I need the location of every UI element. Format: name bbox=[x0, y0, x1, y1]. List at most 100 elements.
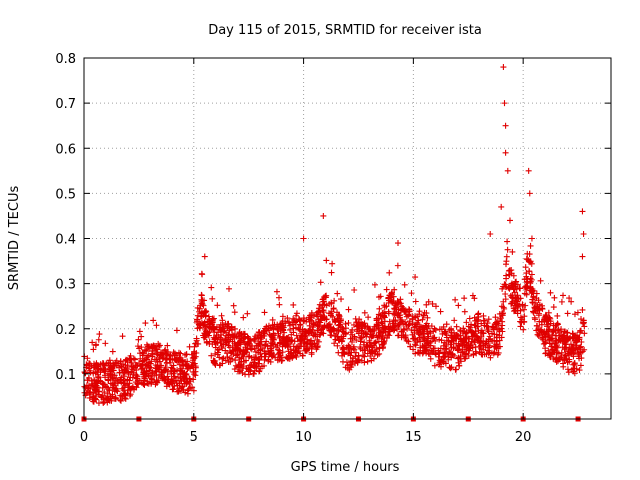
data-point bbox=[345, 306, 352, 313]
data-point bbox=[186, 343, 193, 350]
data-point bbox=[206, 324, 213, 331]
data-point bbox=[353, 337, 360, 344]
data-point bbox=[212, 344, 219, 351]
peak-point bbox=[502, 122, 509, 129]
data-point bbox=[288, 331, 295, 338]
data-point bbox=[530, 287, 537, 294]
data-point bbox=[232, 346, 239, 353]
data-point bbox=[465, 335, 472, 342]
data-point bbox=[120, 373, 127, 380]
data-point bbox=[581, 323, 588, 330]
data-point bbox=[415, 317, 422, 324]
data-point bbox=[426, 351, 433, 358]
data-point bbox=[436, 326, 443, 333]
data-point bbox=[353, 357, 360, 364]
data-point bbox=[392, 320, 399, 327]
data-point bbox=[540, 329, 547, 336]
data-point bbox=[369, 333, 376, 340]
peak-point bbox=[528, 235, 535, 242]
data-point bbox=[361, 353, 368, 360]
data-point bbox=[550, 304, 557, 311]
data-point bbox=[198, 300, 205, 307]
data-point bbox=[314, 313, 321, 320]
data-point bbox=[203, 338, 210, 345]
data-point bbox=[350, 354, 357, 361]
data-point bbox=[297, 322, 304, 329]
data-point bbox=[571, 311, 578, 318]
y-axis-label: SRMTID / TECUs bbox=[7, 186, 22, 291]
data-point bbox=[87, 369, 94, 376]
data-point bbox=[228, 349, 235, 356]
data-point bbox=[101, 362, 108, 369]
data-point bbox=[410, 346, 417, 353]
data-point bbox=[517, 295, 524, 302]
data-point bbox=[100, 367, 107, 374]
data-point bbox=[512, 294, 519, 301]
data-point bbox=[148, 358, 155, 365]
data-point bbox=[576, 336, 583, 343]
data-point bbox=[468, 338, 475, 345]
data-point bbox=[475, 316, 482, 323]
data-point bbox=[274, 325, 281, 332]
data-point bbox=[569, 347, 576, 354]
data-point bbox=[148, 378, 155, 385]
data-point bbox=[486, 349, 493, 356]
data-point bbox=[416, 311, 423, 318]
data-point bbox=[261, 330, 268, 337]
y-tick-label: 0.6 bbox=[55, 142, 76, 157]
data-point bbox=[548, 343, 555, 350]
data-point bbox=[546, 340, 553, 347]
data-point bbox=[134, 373, 141, 380]
data-point bbox=[295, 316, 302, 323]
data-point bbox=[519, 301, 526, 308]
data-point bbox=[559, 337, 566, 344]
data-point bbox=[353, 319, 360, 326]
data-point bbox=[397, 316, 404, 323]
data-point bbox=[302, 332, 309, 339]
data-point bbox=[104, 390, 111, 397]
data-point bbox=[205, 313, 212, 320]
y-tick-label: 0.4 bbox=[55, 233, 76, 248]
data-point bbox=[424, 314, 431, 321]
data-point bbox=[261, 350, 268, 357]
data-point bbox=[244, 310, 251, 317]
data-point bbox=[197, 320, 204, 327]
data-point bbox=[527, 278, 534, 285]
data-point bbox=[330, 305, 337, 312]
data-point bbox=[581, 330, 588, 337]
data-point bbox=[209, 315, 216, 322]
data-point bbox=[527, 258, 534, 265]
data-point bbox=[269, 353, 276, 360]
data-point bbox=[469, 329, 476, 336]
data-point bbox=[505, 271, 512, 278]
data-point bbox=[372, 339, 379, 346]
data-point bbox=[469, 292, 476, 299]
data-point bbox=[261, 362, 268, 369]
data-point bbox=[531, 299, 538, 306]
data-point bbox=[487, 336, 494, 343]
data-point bbox=[102, 340, 109, 347]
data-point bbox=[198, 292, 205, 299]
data-point bbox=[279, 349, 286, 356]
data-point bbox=[174, 366, 181, 373]
data-point bbox=[527, 242, 534, 249]
data-point bbox=[447, 349, 454, 356]
data-point bbox=[380, 309, 387, 316]
data-point bbox=[110, 384, 117, 391]
data-point bbox=[195, 321, 202, 328]
data-point bbox=[191, 348, 198, 355]
peak-point bbox=[320, 212, 327, 219]
data-point bbox=[256, 357, 263, 364]
data-point bbox=[560, 292, 567, 299]
data-point bbox=[345, 319, 352, 326]
data-point bbox=[295, 325, 302, 332]
data-point bbox=[296, 326, 303, 333]
peak-point bbox=[487, 230, 494, 237]
data-point bbox=[491, 349, 498, 356]
data-point bbox=[448, 329, 455, 336]
data-point bbox=[271, 332, 278, 339]
data-point bbox=[133, 384, 140, 391]
data-point bbox=[374, 351, 381, 358]
data-point bbox=[447, 365, 454, 372]
data-point bbox=[93, 341, 100, 348]
